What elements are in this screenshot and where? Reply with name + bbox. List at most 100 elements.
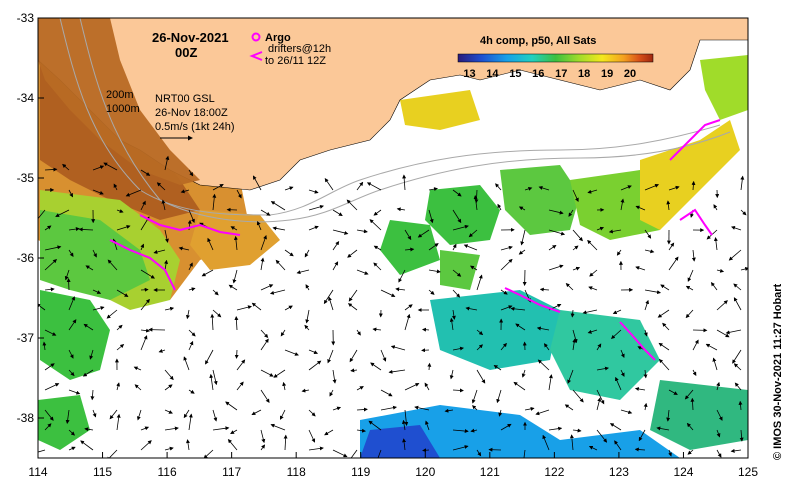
velocity-arrow xyxy=(260,338,269,351)
velocity-arrow xyxy=(476,449,482,457)
velocity-arrow xyxy=(188,262,193,271)
colorbar-tick-label: 20 xyxy=(624,68,636,80)
velocity-arrow xyxy=(470,428,478,433)
velocity-arrow xyxy=(282,381,287,391)
velocity-arrow xyxy=(570,309,575,318)
velocity-arrow xyxy=(692,339,699,351)
lat-tick-label: -36 xyxy=(17,251,35,265)
velocity-arrow xyxy=(308,360,322,371)
velocity-arrow xyxy=(201,269,214,277)
velocity-arrow xyxy=(388,369,406,374)
velocity-arrow xyxy=(572,338,577,351)
velocity-arrow xyxy=(609,423,622,431)
latitude-axis: -33 -34 -35 -36 -37 -38 xyxy=(17,11,44,425)
velocity-scale: 0.5m/s (1kt 24h) xyxy=(155,121,234,133)
velocity-arrow xyxy=(283,434,288,451)
velocity-arrow xyxy=(425,420,430,431)
lat-tick-label: -35 xyxy=(17,171,35,185)
velocity-arrow xyxy=(260,429,266,444)
velocity-arrow xyxy=(42,341,47,351)
velocity-arrow xyxy=(589,269,598,277)
velocity-arrow xyxy=(273,369,286,378)
velocity-arrow xyxy=(417,229,430,238)
velocity-arrow xyxy=(476,274,483,291)
velocity-arrow xyxy=(308,349,319,355)
velocity-arrow xyxy=(537,359,550,371)
velocity-arrow xyxy=(153,249,166,254)
velocity-arrow xyxy=(44,409,54,421)
velocity-arrow xyxy=(515,323,526,331)
map-time: 00Z xyxy=(175,45,197,60)
velocity-arrow xyxy=(596,343,602,351)
velocity-arrow xyxy=(472,405,478,411)
velocity-arrow xyxy=(500,258,513,271)
velocity-arrow xyxy=(380,405,397,411)
velocity-arrow xyxy=(89,349,94,360)
velocity-arrow xyxy=(188,287,196,292)
velocity-arrow xyxy=(90,389,95,401)
velocity-arrow xyxy=(164,306,175,311)
velocity-arrow xyxy=(666,409,671,422)
velocity-arrow xyxy=(568,209,574,217)
velocity-arrow xyxy=(402,438,407,451)
velocity-arrow xyxy=(372,327,382,332)
velocity-arrow xyxy=(572,245,579,251)
velocity-arrow xyxy=(565,283,574,291)
velocity-arrow xyxy=(463,244,478,251)
velocity-arrow xyxy=(644,249,655,254)
velocity-arrow xyxy=(356,428,366,433)
velocity-arrow xyxy=(422,327,430,332)
velocity-arrow xyxy=(347,303,358,311)
velocity-arrow xyxy=(404,247,415,252)
map-date: 26-Nov-2021 xyxy=(152,30,229,45)
velocity-arrow xyxy=(212,309,222,318)
velocity-arrow xyxy=(164,446,174,451)
velocity-arrow xyxy=(380,289,396,297)
velocity-arrow xyxy=(705,343,718,351)
velocity-arrow xyxy=(685,285,694,291)
velocity-arrow xyxy=(713,204,718,211)
velocity-arrow xyxy=(164,155,170,171)
velocity-arrow xyxy=(404,383,420,391)
velocity-arrow xyxy=(612,309,622,314)
velocity-arrow xyxy=(465,306,478,311)
velocity-arrow xyxy=(476,369,486,384)
velocity-arrow xyxy=(284,349,299,356)
velocity-arrow xyxy=(180,189,190,194)
velocity-arrow xyxy=(660,284,670,291)
velocity-arrow xyxy=(64,269,70,281)
velocity-arrow xyxy=(620,198,625,211)
lon-tick-label: 123 xyxy=(609,465,629,479)
drifter-icon xyxy=(249,51,263,61)
velocity-arrow xyxy=(644,183,660,191)
velocity-arrow xyxy=(424,382,430,391)
velocity-arrow xyxy=(332,240,340,251)
velocity-arrow xyxy=(620,349,625,358)
velocity-arrow xyxy=(68,429,75,436)
velocity-arrow xyxy=(548,244,557,251)
drifters-line1: drifters@12h xyxy=(268,43,331,55)
lon-tick-label: 122 xyxy=(544,465,564,479)
velocity-arrow xyxy=(209,373,214,391)
velocity-arrow xyxy=(644,289,661,295)
velocity-arrow xyxy=(452,346,464,351)
velocity-arrow xyxy=(473,195,478,211)
velocity-arrow xyxy=(587,189,598,194)
velocity-arrow xyxy=(225,401,238,411)
velocity-arrow xyxy=(62,163,70,171)
velocity-arrow xyxy=(366,182,382,191)
velocity-arrow xyxy=(140,200,146,211)
velocity-arrow xyxy=(369,219,382,231)
colorbar-ticks: 13 14 15 16 17 18 19 20 xyxy=(463,68,636,80)
velocity-arrow xyxy=(684,389,694,400)
velocity-arrow xyxy=(113,183,118,191)
colorbar-tick-label: 19 xyxy=(601,68,613,80)
velocity-arrow xyxy=(212,193,217,211)
velocity-arrow xyxy=(272,226,286,231)
velocity-arrow xyxy=(716,409,723,421)
colorbar-tick-label: 16 xyxy=(532,68,544,80)
velocity-arrow xyxy=(614,440,622,451)
colorbar-tick-label: 14 xyxy=(486,68,499,80)
velocity-arrow xyxy=(210,313,215,331)
velocity-arrow xyxy=(716,429,721,438)
